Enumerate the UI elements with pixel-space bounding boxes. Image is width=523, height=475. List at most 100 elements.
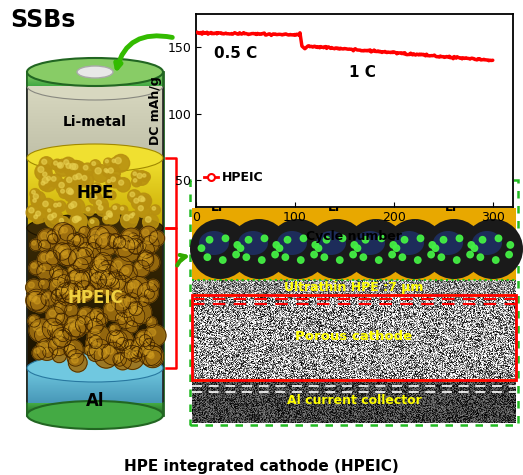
Circle shape (70, 163, 76, 170)
Circle shape (360, 254, 367, 260)
Circle shape (59, 187, 70, 199)
Circle shape (133, 260, 150, 277)
Circle shape (33, 209, 47, 223)
Circle shape (29, 319, 52, 342)
Circle shape (131, 170, 141, 180)
Circle shape (115, 279, 123, 287)
Circle shape (32, 190, 36, 194)
Circle shape (127, 351, 138, 361)
Circle shape (67, 306, 72, 311)
Circle shape (31, 263, 36, 268)
Circle shape (79, 250, 85, 256)
Circle shape (37, 330, 43, 335)
Circle shape (96, 233, 118, 256)
Circle shape (428, 251, 434, 258)
Circle shape (133, 349, 138, 353)
Ellipse shape (27, 58, 163, 86)
Circle shape (84, 311, 106, 332)
Circle shape (76, 260, 81, 266)
Circle shape (129, 301, 152, 323)
Circle shape (300, 235, 306, 241)
Circle shape (44, 174, 56, 186)
Circle shape (77, 274, 83, 279)
Circle shape (118, 238, 141, 262)
Circle shape (72, 273, 79, 280)
Circle shape (72, 164, 78, 170)
Circle shape (62, 287, 67, 292)
Circle shape (60, 249, 76, 266)
Circle shape (39, 180, 50, 190)
Circle shape (90, 160, 101, 171)
Circle shape (98, 315, 103, 319)
Circle shape (55, 285, 69, 298)
Circle shape (37, 250, 58, 271)
Circle shape (93, 185, 97, 188)
Circle shape (73, 171, 89, 187)
Circle shape (126, 321, 138, 332)
Circle shape (129, 302, 143, 316)
Circle shape (48, 214, 53, 220)
Text: HPEIC: HPEIC (222, 171, 264, 184)
Circle shape (78, 319, 84, 325)
Circle shape (111, 177, 116, 181)
Circle shape (56, 280, 79, 303)
Text: Ultrathin HPE :7 μm: Ultrathin HPE :7 μm (285, 281, 424, 294)
Circle shape (46, 208, 55, 216)
Circle shape (401, 237, 408, 243)
Circle shape (113, 352, 127, 366)
Circle shape (79, 173, 94, 187)
Circle shape (136, 263, 142, 269)
Circle shape (141, 172, 150, 181)
Circle shape (109, 234, 124, 249)
Circle shape (106, 210, 118, 223)
Circle shape (104, 169, 107, 172)
Circle shape (124, 279, 143, 298)
Circle shape (456, 235, 463, 241)
Circle shape (86, 208, 90, 211)
Circle shape (71, 201, 77, 208)
Circle shape (141, 198, 145, 201)
Circle shape (56, 180, 72, 195)
Circle shape (117, 315, 121, 319)
Circle shape (130, 214, 133, 218)
Circle shape (72, 357, 78, 363)
Circle shape (390, 242, 396, 248)
Circle shape (130, 239, 137, 246)
Text: Li⁺: Li⁺ (445, 201, 463, 214)
Circle shape (136, 203, 150, 218)
Circle shape (124, 306, 145, 326)
Circle shape (493, 257, 499, 263)
Ellipse shape (394, 231, 424, 255)
Circle shape (145, 350, 153, 357)
Circle shape (116, 238, 120, 243)
Circle shape (29, 261, 43, 275)
Circle shape (32, 346, 46, 360)
Circle shape (72, 234, 84, 247)
Circle shape (73, 252, 81, 260)
Circle shape (124, 232, 132, 239)
Circle shape (94, 184, 102, 193)
Circle shape (89, 191, 102, 204)
Circle shape (131, 280, 139, 288)
Circle shape (66, 177, 72, 182)
Circle shape (109, 192, 112, 195)
Ellipse shape (27, 214, 163, 242)
Circle shape (72, 323, 78, 329)
Circle shape (119, 299, 127, 307)
Circle shape (68, 199, 85, 216)
Circle shape (58, 162, 63, 168)
Circle shape (83, 165, 88, 170)
Circle shape (145, 340, 150, 344)
Circle shape (69, 319, 76, 327)
Text: HPEIC: HPEIC (67, 289, 123, 307)
Circle shape (92, 330, 100, 338)
Circle shape (111, 326, 115, 330)
Circle shape (54, 203, 58, 207)
Circle shape (97, 256, 104, 262)
Text: Interface based core-shell: Interface based core-shell (246, 189, 462, 203)
Circle shape (86, 347, 90, 351)
Circle shape (29, 208, 34, 213)
Circle shape (60, 247, 67, 255)
Circle shape (77, 307, 95, 324)
Circle shape (78, 217, 81, 220)
